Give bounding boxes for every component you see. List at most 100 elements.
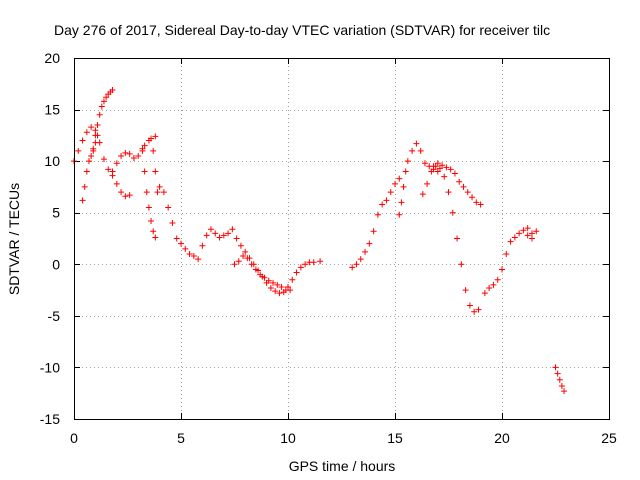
data-point <box>449 209 456 216</box>
y-tick-label: -5 <box>48 308 61 324</box>
data-point <box>362 248 369 255</box>
data-point <box>229 226 236 233</box>
data-point <box>451 170 458 177</box>
data-point <box>302 261 309 268</box>
data-point <box>278 283 285 290</box>
data-point <box>75 147 82 154</box>
data-point <box>454 235 461 242</box>
data-point <box>81 183 88 190</box>
data-point <box>98 103 105 110</box>
data-point <box>265 277 272 284</box>
y-axis-title: SDTVAR / TECUs <box>6 183 22 295</box>
data-point <box>152 168 159 175</box>
data-series <box>71 124 133 200</box>
data-point <box>231 261 238 268</box>
data-point <box>148 135 155 142</box>
data-point <box>118 152 125 159</box>
data-point <box>152 234 159 241</box>
data-point <box>402 168 409 175</box>
data-point <box>552 364 559 371</box>
data-point <box>464 189 471 196</box>
x-tick-label: 25 <box>601 430 617 446</box>
data-point <box>92 139 99 146</box>
data-point <box>447 166 454 173</box>
data-point <box>148 217 155 224</box>
data-point <box>152 133 159 140</box>
data-point <box>169 220 176 227</box>
data-series <box>231 253 294 294</box>
data-point <box>466 302 473 309</box>
data-point <box>490 281 497 288</box>
data-point <box>554 370 561 377</box>
data-point <box>524 225 531 232</box>
x-tick-label: 0 <box>70 430 78 446</box>
chart-title: Day 276 of 2017, Sidereal Day-to-day VTE… <box>54 22 550 38</box>
data-point <box>439 162 446 169</box>
data-point <box>195 256 202 263</box>
data-point <box>199 242 206 249</box>
data-point <box>477 201 484 208</box>
data-point <box>289 276 296 283</box>
data-point <box>430 163 437 170</box>
data-point <box>235 258 242 265</box>
data-point <box>233 235 240 242</box>
data-point <box>118 189 125 196</box>
data-point <box>182 245 189 252</box>
data-point <box>473 199 480 206</box>
data-point <box>154 189 161 196</box>
data-point <box>237 242 244 249</box>
x-tick-label: 15 <box>387 430 403 446</box>
x-tick-label: 5 <box>177 430 185 446</box>
data-series <box>430 160 484 208</box>
data-point <box>456 178 463 185</box>
data-point <box>79 137 86 144</box>
data-point <box>126 150 133 157</box>
data-point <box>310 259 317 266</box>
data-point <box>207 226 214 233</box>
data-point <box>212 230 219 237</box>
data-point <box>178 240 184 247</box>
x-axis-title: GPS time / hours <box>289 458 396 474</box>
data-point <box>396 211 403 218</box>
data-point <box>317 258 324 265</box>
data-point <box>349 264 356 271</box>
data-point <box>96 111 103 118</box>
data-point <box>458 261 465 268</box>
data-point <box>252 266 259 273</box>
data-point <box>417 147 424 154</box>
data-point <box>374 211 381 218</box>
data-point <box>434 168 441 175</box>
data-point <box>293 269 300 276</box>
data-point <box>398 199 405 206</box>
data-point <box>122 193 129 200</box>
data-point <box>88 124 95 131</box>
data-series <box>552 364 568 395</box>
data-point <box>441 173 448 180</box>
data-point <box>499 266 505 273</box>
y-tick-label: -10 <box>40 359 60 375</box>
x-tick-label: 20 <box>494 430 510 446</box>
data-point <box>558 382 565 389</box>
data-point <box>297 264 304 271</box>
plot-frame <box>74 58 610 420</box>
data-point <box>475 306 482 313</box>
data-point <box>481 290 488 297</box>
data-point <box>94 122 101 129</box>
data-point <box>90 145 97 152</box>
data-point <box>141 168 148 175</box>
data-point <box>190 253 197 260</box>
data-point <box>516 230 523 237</box>
tick-labels: 0 5 10 15 20 25 -15 -10 -5 0 5 10 15 20 <box>40 50 617 446</box>
data-point <box>428 168 435 175</box>
data-series <box>90 86 116 152</box>
data-point <box>109 168 116 175</box>
data-point <box>135 152 142 159</box>
data-point <box>150 228 157 235</box>
data-point <box>486 285 493 292</box>
data-point <box>257 271 264 278</box>
data-point <box>156 183 163 190</box>
data-point <box>248 261 255 268</box>
data-point <box>92 132 99 139</box>
data-point <box>145 204 152 211</box>
data-point <box>434 160 441 167</box>
